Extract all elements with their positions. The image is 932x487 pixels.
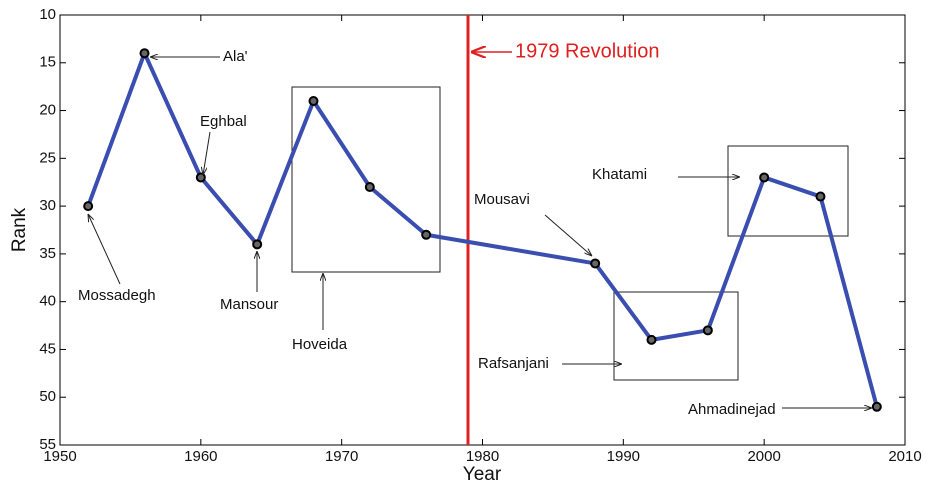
x-tick-label: 1950: [43, 448, 76, 465]
point-marker: [702, 325, 713, 336]
group-box: [727, 145, 849, 237]
y-tick-label: 35: [39, 245, 56, 262]
point-marker: [590, 258, 601, 269]
y-tick-label: 50: [39, 388, 56, 405]
point-marker: [83, 201, 94, 212]
annotation-arrow: [544, 214, 592, 256]
annotation: Ahmadinejad: [688, 401, 776, 418]
group-box: [613, 291, 739, 381]
y-tick-label: 10: [39, 6, 56, 23]
x-tick-label: 1960: [184, 448, 217, 465]
point-marker: [759, 172, 770, 183]
annotation: Hoveida: [292, 336, 348, 353]
x-axis-label: Year: [463, 464, 502, 485]
point-marker: [308, 96, 319, 106]
annotation: Eghbal: [200, 113, 247, 130]
point-marker: [871, 401, 882, 412]
annotation: Rafsanjani: [478, 355, 549, 372]
series-line: [86, 51, 879, 408]
annotation: Ala': [223, 48, 248, 65]
x-tick-label: 1980: [466, 448, 499, 465]
annotation: 1979 Revolution: [515, 40, 660, 62]
point-marker: [646, 334, 657, 345]
x-tick-label: 2000: [747, 448, 780, 465]
y-tick-label: 15: [39, 54, 56, 71]
annotation: Mansour: [220, 296, 278, 313]
point-marker: [421, 229, 432, 240]
annotation: Mossadegh: [78, 287, 156, 304]
group-box: [291, 86, 441, 273]
x-tick-label: 1970: [325, 448, 358, 465]
y-axis-label: Rank: [9, 207, 30, 252]
y-tick-label: 30: [39, 197, 56, 214]
plot-frame: [59, 14, 906, 446]
annotation: Mousavi: [474, 191, 530, 208]
point-marker: [252, 239, 263, 250]
y-tick-label: 45: [39, 340, 56, 357]
y-tick-label: 20: [39, 102, 56, 119]
x-tick-label: 1990: [607, 448, 640, 465]
point-marker: [364, 182, 375, 192]
y-tick-label: 40: [39, 293, 56, 310]
y-tick-label: 55: [39, 436, 56, 453]
point-marker: [195, 172, 206, 183]
y-tick-label: 25: [39, 149, 56, 166]
annotation-arrow: [203, 131, 211, 175]
point-marker: [139, 48, 150, 59]
point-marker: [815, 191, 826, 202]
x-tick-label: 2010: [888, 448, 921, 465]
annotation: Khatami: [592, 166, 647, 183]
annotation-arrow: [88, 214, 121, 285]
